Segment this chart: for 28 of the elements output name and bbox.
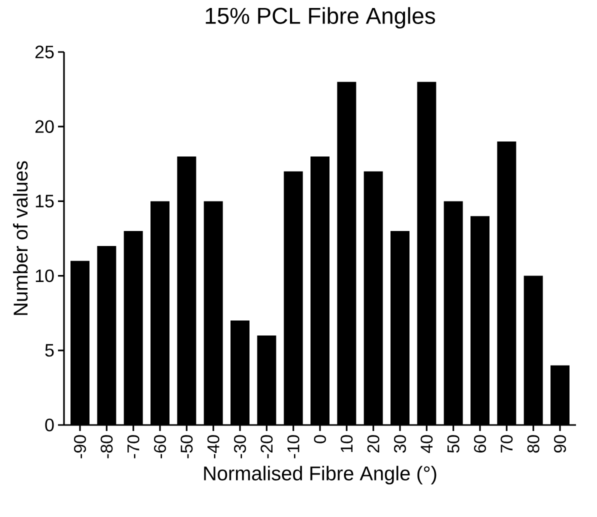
x-tick-label: 70: [500, 435, 513, 452]
x-tick-label: -30: [234, 435, 246, 458]
x-tick-label: -20: [260, 435, 273, 458]
x-tick-label: 60: [474, 435, 486, 452]
x-tick-label: -10: [287, 435, 300, 458]
x-tick-label: -40: [207, 435, 220, 458]
x-tick-label: -50: [180, 435, 193, 458]
chart-title: 15% PCL Fibre Angles: [206, 7, 436, 28]
x-tick-label: 80: [527, 435, 540, 453]
x-tick-label: 90: [554, 435, 566, 453]
x-tick-label: 0: [314, 435, 326, 444]
x-tick-label: 40: [420, 435, 433, 453]
x-tick-label: 30: [394, 435, 406, 453]
x-tick-label: 10: [340, 435, 353, 452]
x-tick-label: -90: [74, 435, 86, 458]
y-tick-label: 0: [45, 418, 54, 432]
y-tick-label: 20: [35, 120, 54, 133]
x-tick-label: 50: [447, 435, 460, 453]
y-tick-label: 10: [36, 269, 54, 282]
y-axis-title: Number of values: [13, 161, 28, 315]
y-tick-label: 5: [45, 344, 54, 357]
y-tick-label: 25: [35, 46, 54, 58]
x-tick-label: -80: [100, 435, 113, 458]
x-tick-label: 20: [367, 435, 380, 452]
y-tick-label: 15: [36, 194, 54, 208]
x-tick-label: -70: [127, 435, 140, 458]
x-axis-title: Normalised Fibre Angle (°): [204, 466, 436, 484]
x-tick-label: -60: [154, 435, 166, 458]
